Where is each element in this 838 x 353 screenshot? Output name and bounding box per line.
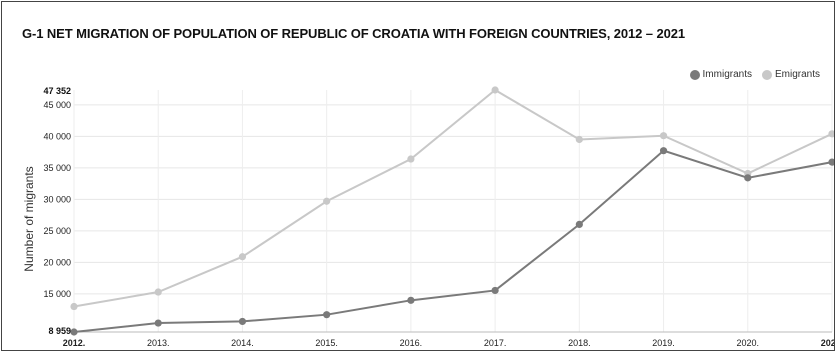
x-tick-label: 2021. [821, 338, 835, 348]
data-point-emigrants [154, 288, 162, 296]
data-point-emigrants [238, 253, 247, 261]
data-point-emigrants [407, 155, 415, 163]
x-tick-label: 2015. [315, 338, 338, 348]
x-tick-label: 2013. [147, 338, 170, 348]
data-point-immigrants [407, 296, 415, 304]
legend-item-immigrants[interactable]: Immigrants [689, 69, 752, 80]
x-tick-label: 2012. [63, 338, 86, 348]
y-tick-label: 45 000 [43, 100, 71, 110]
chart-title: G-1 NET MIGRATION OF POPULATION OF REPUB… [22, 26, 685, 41]
y-min-label: 8 959 [48, 326, 71, 336]
chart-legend: Immigrants Emigrants [680, 69, 820, 80]
x-tick-label: 2020. [737, 338, 760, 348]
series-line-immigrants [73, 149, 833, 333]
data-point-immigrants [575, 220, 583, 229]
x-tick-label: 2019. [652, 338, 675, 348]
data-point-immigrants [491, 286, 499, 295]
y-tick-label: 40 000 [43, 131, 71, 141]
legend-dot-emigrants [761, 69, 772, 80]
legend-label-immigrants: Immigrants [702, 69, 752, 80]
x-tick-label: 2014. [231, 338, 254, 348]
data-point-emigrants [70, 302, 78, 311]
x-tick-label: 2016. [400, 338, 423, 348]
data-point-immigrants [744, 174, 752, 182]
data-point-emigrants [828, 130, 834, 138]
series-line-emigrants [73, 88, 833, 308]
data-point-emigrants [491, 86, 499, 94]
y-max-label: 47 352 [43, 86, 71, 96]
data-point-immigrants [154, 319, 162, 327]
legend-item-emigrants[interactable]: Emigrants [761, 69, 820, 80]
data-point-emigrants [659, 132, 668, 140]
x-tick-label: 2017. [484, 338, 507, 348]
data-point-immigrants [323, 311, 331, 319]
data-point-immigrants [828, 158, 834, 166]
x-tick-label: 2018. [568, 338, 591, 348]
y-axis-title: Number of migrants [22, 166, 36, 271]
data-point-immigrants [70, 328, 78, 336]
y-tick-label: 30 000 [43, 194, 71, 204]
y-tick-label: 15 000 [43, 289, 71, 299]
y-tick-label: 25 000 [43, 226, 71, 236]
y-tick-label: 35 000 [43, 163, 71, 173]
legend-label-emigrants: Emigrants [774, 69, 820, 80]
data-point-emigrants [575, 135, 583, 144]
data-point-immigrants [238, 317, 247, 326]
legend-dot-immigrants [689, 69, 700, 80]
data-point-emigrants [323, 197, 331, 205]
y-tick-label: 20 000 [43, 257, 71, 267]
data-point-immigrants [659, 147, 668, 155]
